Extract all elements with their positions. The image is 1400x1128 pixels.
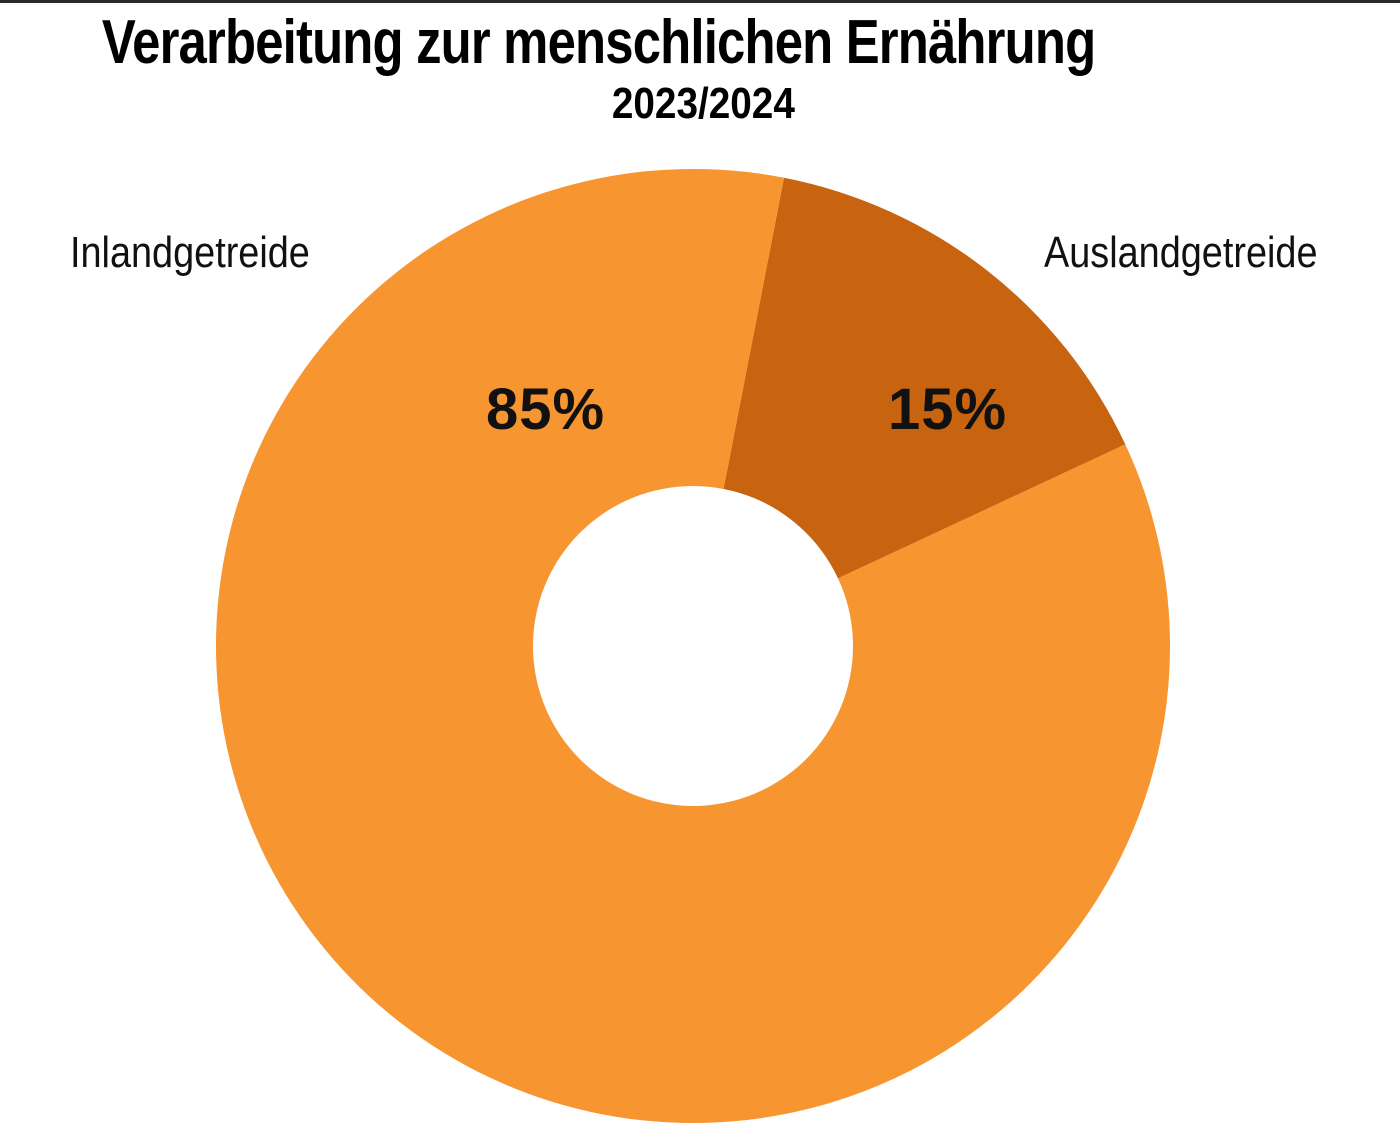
label-auslandgetreide: Auslandgetreide [1044,228,1318,277]
donut-hole [533,486,853,806]
value-inlandgetreide: 85% [486,377,606,442]
value-auslandgetreide: 15% [888,377,1008,442]
top-rule [0,0,1400,3]
label-inlandgetreide: Inlandgetreide [70,228,310,277]
chart-subtitle: 2023/2024 [611,79,795,128]
chart-title: Verarbeitung zur menschlichen Ernährung [101,8,1096,77]
